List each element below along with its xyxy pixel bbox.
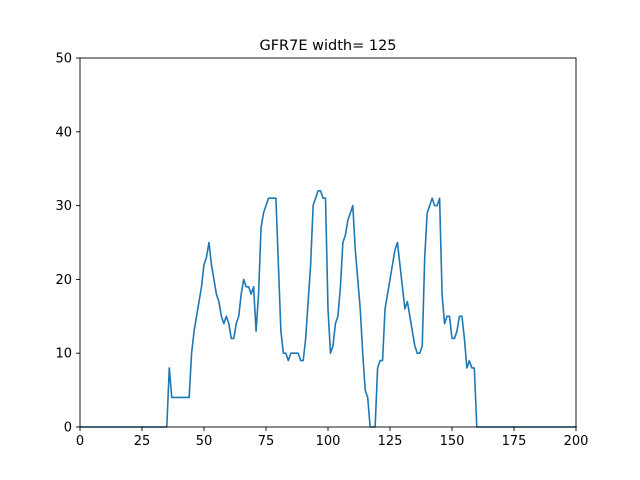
y-tick-label-2: 20 (55, 273, 72, 288)
chart-title: GFR7E width= 125 (259, 38, 396, 54)
x-tick-label-0: 0 (76, 434, 84, 449)
y-tick-label-4: 40 (55, 125, 72, 140)
x-tick-label-6: 150 (440, 434, 465, 449)
x-tick-label-2: 50 (196, 434, 213, 449)
y-tick-label-5: 50 (55, 52, 72, 67)
x-tick-label-7: 175 (502, 434, 527, 449)
x-tick-label-3: 75 (258, 434, 275, 449)
y-tick-label-1: 10 (55, 347, 72, 362)
series-line-0 (79, 190, 577, 428)
x-tick-label-1: 25 (134, 434, 151, 449)
x-axis: 0 25 50 75 100 125 150 175 200 (76, 427, 589, 449)
y-tick-label-3: 30 (55, 199, 72, 214)
x-tick-label-5: 125 (378, 434, 403, 449)
x-tick-label-4: 100 (316, 434, 341, 449)
y-axis: 0 10 20 30 40 50 (55, 52, 80, 436)
y-tick-label-0: 0 (64, 421, 72, 436)
x-tick-label-8: 200 (564, 434, 589, 449)
series-layer (79, 190, 577, 428)
plot-area (79, 57, 577, 428)
axes-frame (79, 57, 577, 428)
